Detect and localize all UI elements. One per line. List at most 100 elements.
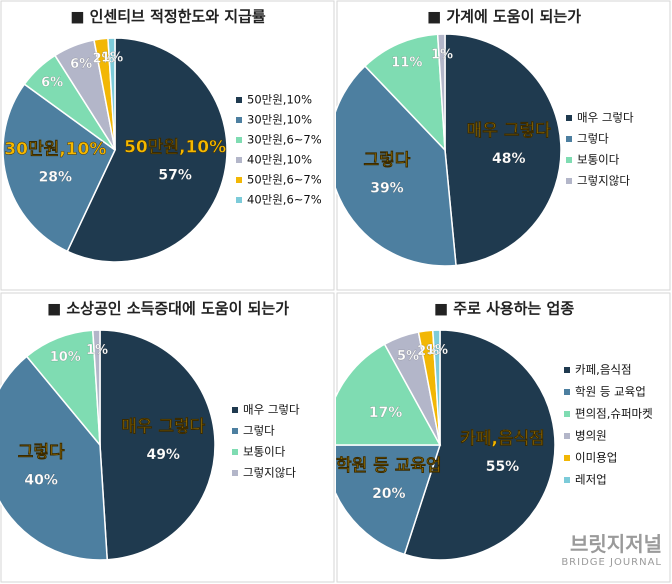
value-label: 1% [431, 47, 453, 62]
slice-callout: 50만원,10% [124, 137, 226, 157]
legend-swatch [566, 115, 572, 121]
pie-slice [336, 64, 457, 267]
pie-slice [25, 329, 101, 448]
legend-swatch [564, 367, 570, 373]
legend-label: 학원 등 교육업 [575, 385, 646, 399]
legend-swatch [564, 411, 570, 417]
value-label: 11% [391, 55, 422, 70]
legend-label: 그렇지않다 [577, 174, 630, 188]
legend-swatch [236, 197, 242, 203]
chart-title: ■ 주로 사용하는 업종 [434, 300, 574, 318]
value-label: 6% [70, 57, 92, 72]
legend-swatch [566, 136, 572, 142]
value-label: 2% [417, 344, 439, 359]
legend-label: 보통이다 [243, 445, 286, 459]
value-label: 49% [146, 447, 180, 463]
legend-swatch [564, 433, 570, 439]
legend-label: 그렇다 [577, 132, 609, 146]
slice-callout: 매우 그렇다 [467, 121, 551, 141]
panel-border [0, 0, 335, 291]
slice-callout: 학원 등 교육업 [336, 456, 442, 476]
slice-callout: 그렇다 [364, 151, 411, 171]
slice-callout: 매우 그렇다 [121, 417, 205, 437]
legend-label: 레저업 [575, 473, 607, 487]
value-label: 57% [158, 167, 192, 183]
pie-slice [336, 444, 442, 556]
value-label: 55% [486, 459, 520, 475]
legend-label: 50만원,6~7% [247, 173, 322, 187]
legend-label: 매우 그렇다 [243, 403, 300, 417]
slice-callout: 그렇다 [18, 442, 65, 462]
legend-swatch [232, 428, 238, 434]
legend-label: 이미용업 [575, 451, 617, 465]
value-label: 39% [370, 181, 404, 197]
value-label: 1% [101, 51, 123, 66]
pie-slice [91, 329, 101, 446]
chart: ■ 인센티브 적정한도와 지급률 50만원,10% 57% 30만원,10% 28% 6%… [0, 0, 335, 291]
legend-label: 30만원,10% [247, 113, 312, 127]
pie-slice [403, 329, 556, 561]
legend-swatch [236, 157, 242, 163]
pie-slice [436, 33, 446, 151]
legend-swatch [236, 177, 242, 183]
pie-slice [107, 37, 116, 151]
slice-callout: 30만원,10% [4, 139, 106, 159]
brand: 브릿지저널 BRIDGE JOURNAL [561, 528, 662, 568]
value-label: 1% [426, 343, 448, 358]
legend-swatch [232, 407, 238, 413]
value-label: 20% [372, 486, 406, 502]
value-label: 6% [41, 76, 63, 91]
chart-title: ■ 인센티브 적정한도와 지급률 [70, 8, 266, 26]
legend-swatch [566, 157, 572, 163]
pie-slice [336, 343, 442, 446]
value-label: 10% [50, 350, 81, 365]
legend-swatch [236, 97, 242, 103]
pie-slice [363, 33, 446, 153]
legend-label: 그렇다 [243, 424, 275, 438]
brand-name: 브릿지저널 [570, 532, 662, 556]
brand-sub: BRIDGE JOURNAL [561, 557, 662, 568]
legend-swatch [564, 477, 570, 483]
pie-slice [2, 83, 116, 253]
value-label: 28% [39, 169, 73, 185]
legend-label: 30만원,6~7% [247, 133, 322, 147]
legend-swatch [236, 137, 242, 143]
legend-swatch [564, 389, 570, 395]
legend-swatch [236, 117, 242, 123]
pie-slice [99, 329, 216, 561]
legend-label: 편의점,슈퍼마켓 [575, 407, 653, 421]
legend-swatch [566, 178, 572, 184]
legend-swatch [232, 470, 238, 476]
pie-slice [431, 329, 441, 446]
legend-swatch [232, 449, 238, 455]
legend-label: 그렇지않다 [243, 466, 296, 480]
value-label: 5% [397, 349, 419, 364]
pie-slice [0, 355, 109, 561]
chart-title: ■ 소상공인 소득증대에 도움이 되는가 [47, 300, 289, 318]
legend-label: 50만원,10% [247, 93, 312, 107]
legend-label: 보통이다 [577, 153, 620, 167]
legend-label: 40만원,6~7% [247, 193, 322, 207]
chart-title: ■ 가계에 도움이 되는가 [427, 8, 581, 26]
legend-label: 병의원 [575, 429, 607, 443]
pie-slice [444, 33, 562, 267]
legend-swatch [564, 455, 570, 461]
legend-label: 40만원,10% [247, 153, 312, 167]
value-label: 40% [24, 472, 58, 488]
legend-label: 매우 그렇다 [577, 111, 634, 125]
value-label: 2% [92, 51, 114, 66]
slice-callout: 카페,음식점 [460, 429, 545, 449]
legend-label: 카페,음식점 [575, 363, 632, 377]
value-label: 48% [492, 151, 526, 167]
value-label: 1% [86, 343, 108, 358]
value-label: 17% [369, 405, 403, 421]
chart-panel: ■ 인센티브 적정한도와 지급률 50만원,10% 57% 30만원,10% 28% 6%… [0, 0, 336, 292]
pie-slice [66, 37, 228, 263]
